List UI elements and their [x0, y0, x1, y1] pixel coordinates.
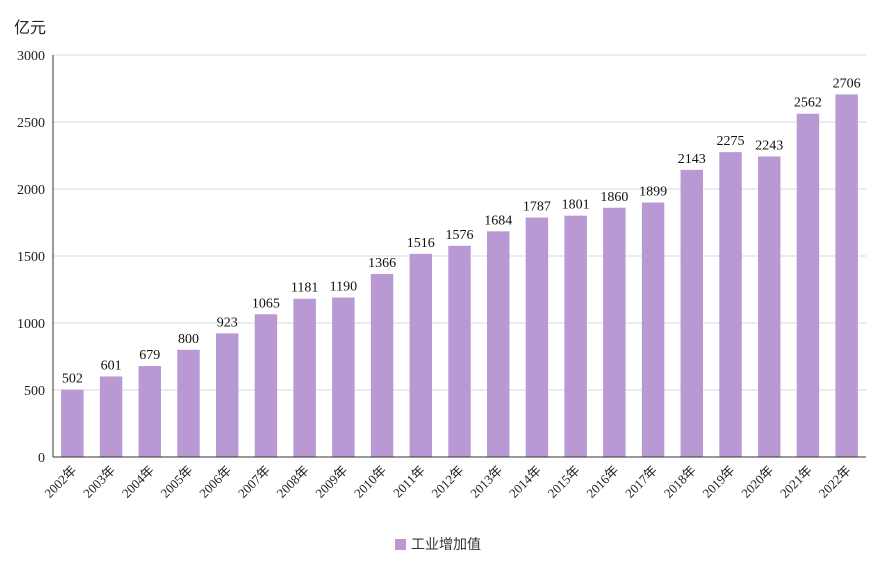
x-tick-label: 2011年: [390, 463, 428, 501]
x-tick-label: 2007年: [235, 463, 273, 501]
data-label: 502: [62, 372, 83, 387]
data-label: 2562: [794, 96, 822, 111]
x-tick-label: 2015年: [545, 463, 583, 501]
y-axis-ticks: 0 500 1000 1500 2000 2500 3000: [17, 49, 45, 466]
x-tick-label: 2005年: [157, 463, 195, 501]
data-label: 2143: [678, 152, 706, 167]
bar: [61, 389, 84, 457]
x-tick-label: 2004年: [119, 463, 157, 501]
x-axis-ticks: 2002年 2003年 2004年 2005年 2006年 2007年 2008年 2009年…: [41, 463, 853, 501]
data-label: 1181: [291, 281, 318, 296]
bar: [796, 113, 820, 457]
x-tick-label: 2020年: [738, 463, 776, 501]
x-tick-label: 2012年: [428, 463, 466, 501]
x-tick-label: 2009年: [312, 463, 350, 501]
bar: [370, 273, 394, 457]
x-tick-label: 2018年: [661, 463, 699, 501]
data-label: 1787: [523, 200, 551, 215]
legend: 工业增加值: [0, 534, 876, 554]
bar: [719, 152, 742, 457]
bar: [641, 202, 665, 457]
legend-label: 工业增加值: [411, 537, 481, 553]
bar: [757, 156, 781, 458]
bar: [99, 376, 123, 457]
bar: [215, 333, 239, 457]
bar: [332, 297, 355, 457]
data-label: 2706: [833, 76, 861, 91]
x-tick-label: 2021年: [777, 463, 815, 501]
y-tick-label: 0: [38, 451, 45, 466]
bar: [177, 349, 200, 457]
bars: [61, 94, 858, 458]
data-label: 1860: [600, 190, 628, 205]
bar: [564, 215, 587, 457]
bar: [138, 366, 162, 457]
data-label: 923: [217, 315, 238, 330]
data-label: 1065: [252, 296, 280, 311]
x-tick-label: 2014年: [506, 463, 544, 501]
legend-swatch: [395, 539, 406, 550]
x-tick-label: 2002年: [41, 463, 79, 501]
y-tick-label: 500: [24, 384, 45, 399]
data-label: 1516: [407, 236, 435, 251]
y-axis-unit-label: 亿元: [14, 18, 47, 37]
y-tick-label: 3000: [17, 49, 45, 64]
data-labels: 502 601 679 800 923 1065 1181 1190 1366 1516 1576 1…: [62, 76, 861, 386]
x-tick-label: 2010年: [351, 463, 389, 501]
data-label: 1366: [368, 256, 396, 271]
y-tick-label: 2500: [17, 116, 45, 131]
x-tick-label: 2022年: [816, 463, 854, 501]
data-label: 2243: [755, 138, 783, 153]
y-tick-label: 1000: [17, 317, 45, 332]
bar: [448, 245, 471, 457]
data-label: 1576: [446, 228, 474, 243]
bar: [486, 231, 510, 457]
data-label: 1801: [562, 198, 590, 213]
data-label: 1684: [484, 213, 512, 228]
x-tick-label: 2017年: [622, 463, 660, 501]
x-tick-label: 2016年: [583, 463, 621, 501]
bar: [293, 298, 316, 457]
data-label: 2275: [717, 134, 745, 149]
x-tick-label: 2013年: [467, 463, 505, 501]
x-tick-label: 2008年: [274, 463, 312, 501]
x-tick-label: 2006年: [196, 463, 234, 501]
bar: [525, 217, 549, 457]
bar: [254, 314, 278, 457]
x-tick-label: 2003年: [80, 463, 118, 501]
data-label: 800: [178, 332, 199, 347]
y-tick-label: 2000: [17, 183, 45, 198]
data-label: 601: [101, 358, 122, 373]
data-label: 1899: [639, 185, 667, 200]
data-label: 679: [139, 348, 160, 363]
bar: [835, 94, 858, 458]
data-label: 1190: [330, 280, 357, 295]
bar: [409, 253, 433, 457]
x-tick-label: 2019年: [699, 463, 737, 501]
bar: [603, 207, 626, 457]
bar: [680, 169, 704, 457]
y-tick-label: 1500: [17, 250, 45, 265]
